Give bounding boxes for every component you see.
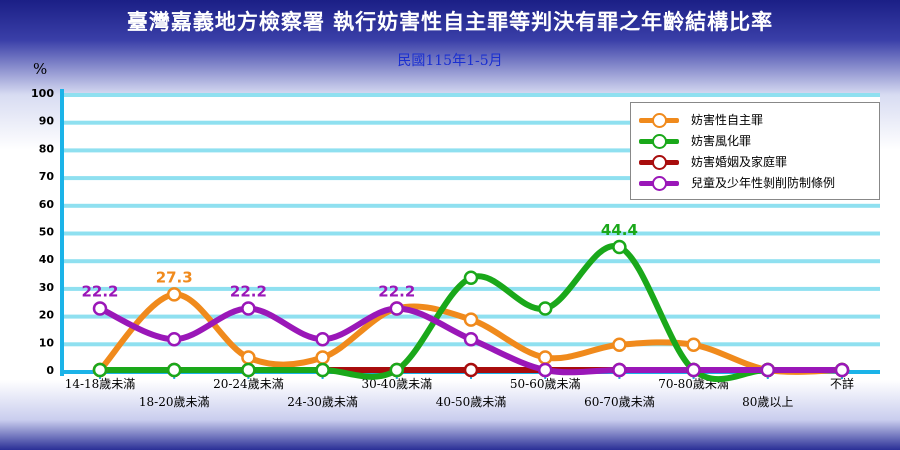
data-point bbox=[537, 301, 553, 316]
x-tick-label: 60-70歲未滿 bbox=[584, 395, 655, 409]
x-tick-label: 30-40歲未滿 bbox=[361, 377, 432, 391]
data-point bbox=[315, 350, 330, 365]
x-tick-label: 24-30歲未滿 bbox=[287, 395, 358, 409]
data-point bbox=[463, 362, 479, 378]
series-line bbox=[97, 305, 845, 376]
legend-label: 兒童及少年性剝削防制條例 bbox=[691, 176, 836, 190]
x-tick-label: 14-18歲未滿 bbox=[65, 377, 136, 391]
x-tick-label: 20-24歲未滿 bbox=[213, 377, 284, 391]
y-tick-label: 60 bbox=[39, 198, 55, 211]
data-point bbox=[686, 362, 701, 378]
data-point bbox=[241, 350, 256, 365]
gridline bbox=[62, 148, 880, 153]
data-point bbox=[834, 362, 850, 378]
y-tick-label: 90 bbox=[39, 115, 55, 128]
series-line bbox=[97, 291, 845, 375]
x-tick-label: 50-60歲未滿 bbox=[510, 377, 581, 391]
data-label: 44.4 bbox=[601, 221, 638, 239]
x-tick-label: 不詳 bbox=[830, 376, 854, 391]
x-tick-label: 80歲以上 bbox=[742, 395, 793, 409]
gridline bbox=[62, 286, 880, 291]
data-point bbox=[537, 362, 553, 378]
y-tick-label: 30 bbox=[39, 281, 55, 294]
legend-swatch bbox=[637, 175, 681, 191]
chart-title: 臺灣嘉義地方檢察署 執行妨害性自主罪等判決有罪之年齡結構比率 bbox=[126, 9, 774, 34]
data-point bbox=[463, 270, 479, 286]
y-tick-label: 100 bbox=[31, 87, 54, 100]
data-point bbox=[166, 332, 182, 347]
y-tick-label: 10 bbox=[39, 336, 55, 349]
legend-label: 妨害婚姻及家庭罪 bbox=[691, 155, 788, 169]
data-point bbox=[612, 337, 627, 353]
data-label: 27.3 bbox=[156, 268, 193, 286]
data-point bbox=[537, 350, 553, 365]
data-point bbox=[315, 362, 330, 378]
legend-label: 妨害風化罪 bbox=[691, 134, 752, 148]
data-label: 22.2 bbox=[81, 283, 118, 301]
legend-item: 妨害性自主罪 bbox=[637, 109, 879, 130]
legend-swatch bbox=[637, 112, 681, 128]
x-tick-label: 18-20歲未滿 bbox=[139, 395, 210, 409]
data-label: 22.2 bbox=[230, 283, 267, 301]
y-tick-label: 40 bbox=[39, 253, 55, 266]
data-point bbox=[92, 362, 108, 378]
data-point bbox=[686, 337, 701, 353]
y-axis-unit: % bbox=[33, 60, 48, 78]
gridline bbox=[62, 93, 880, 97]
data-point bbox=[389, 362, 405, 378]
data-point bbox=[315, 332, 330, 347]
gridline bbox=[62, 231, 880, 236]
data-point bbox=[241, 301, 256, 316]
gridline bbox=[62, 259, 880, 264]
gridline bbox=[62, 176, 880, 181]
chart-legend: 妨害性自主罪 妨害風化罪 妨害婚姻及家庭罪 兒童及少年性剝削防制條例 bbox=[630, 102, 880, 200]
data-point bbox=[166, 362, 182, 378]
y-tick-label: 70 bbox=[39, 170, 55, 183]
x-tick-label: 40-50歲未滿 bbox=[436, 395, 507, 409]
y-tick-label: 80 bbox=[39, 142, 55, 155]
data-point bbox=[463, 312, 479, 327]
chart-subtitle: 民國115年1-5月 bbox=[397, 53, 503, 69]
legend-item: 妨害風化罪 bbox=[637, 130, 879, 151]
data-point bbox=[760, 362, 776, 378]
data-point bbox=[166, 287, 182, 302]
data-point bbox=[612, 239, 627, 255]
data-point bbox=[463, 332, 479, 347]
legend-item: 兒童及少年性剝削防制條例 bbox=[637, 172, 879, 193]
gridline bbox=[62, 203, 880, 208]
y-tick-label: 0 bbox=[46, 364, 54, 377]
legend-swatch bbox=[637, 133, 681, 149]
y-tick-label: 50 bbox=[39, 226, 55, 239]
gridline bbox=[62, 120, 880, 125]
data-point bbox=[241, 362, 256, 378]
y-tick-label: 20 bbox=[39, 309, 55, 322]
data-point bbox=[92, 301, 108, 316]
data-point bbox=[612, 362, 627, 378]
legend-item: 妨害婚姻及家庭罪 bbox=[637, 151, 879, 172]
data-label: 22.2 bbox=[378, 283, 415, 301]
legend-label: 妨害性自主罪 bbox=[691, 113, 764, 127]
legend-swatch bbox=[637, 154, 681, 170]
data-point bbox=[389, 301, 405, 316]
